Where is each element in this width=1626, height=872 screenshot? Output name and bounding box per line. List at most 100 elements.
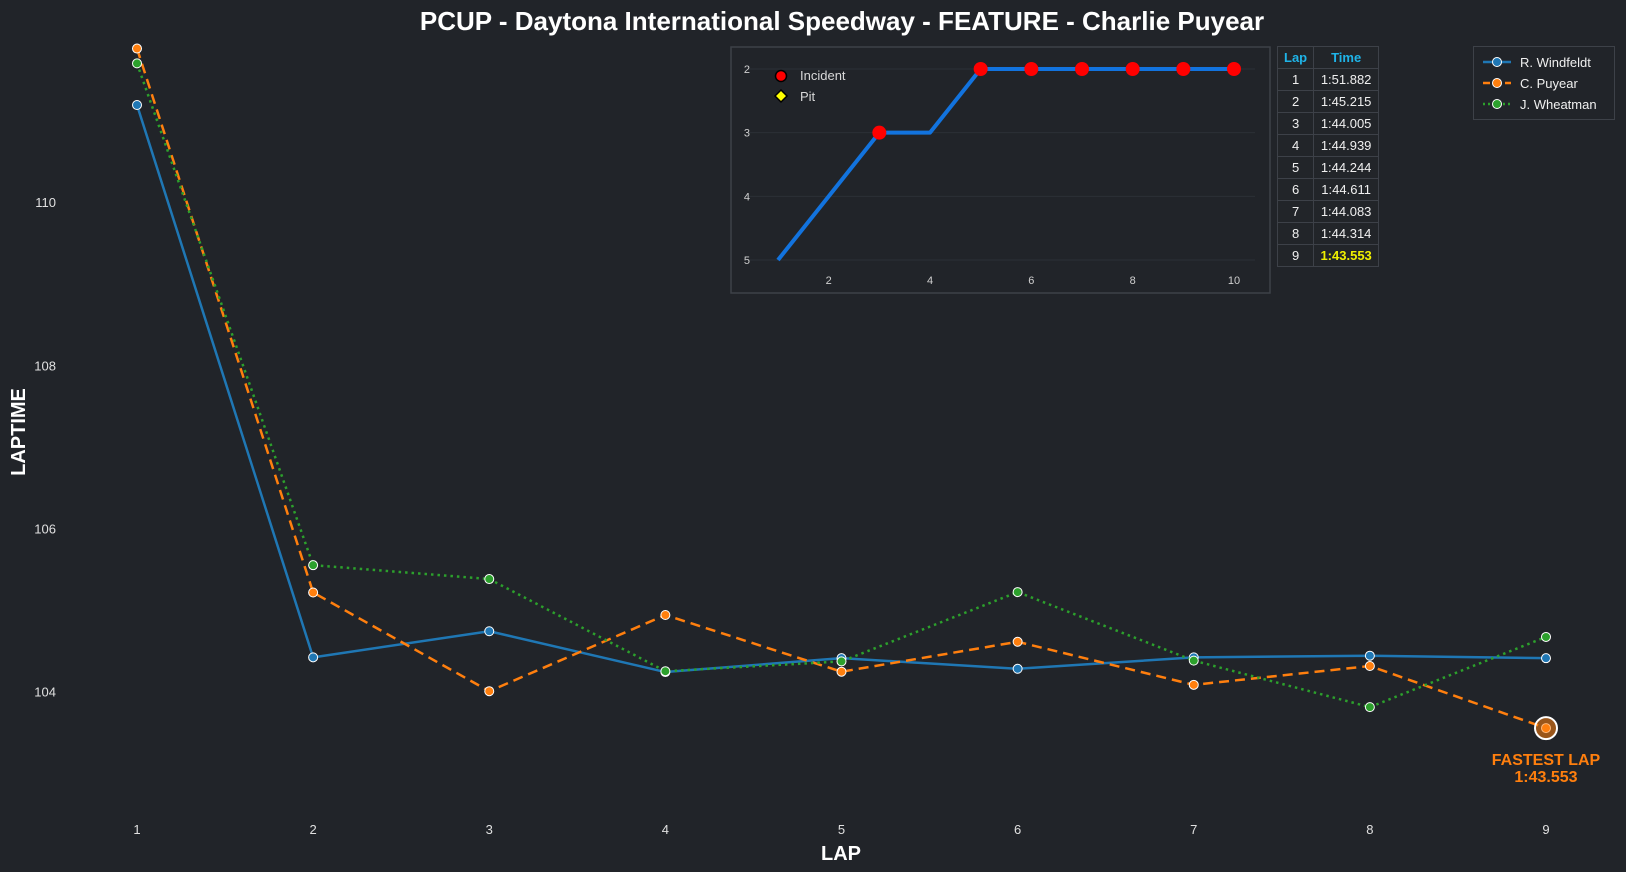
inset-y-tick: 3 [744,128,750,140]
table-row: 7 1:44.083 [1276,200,1380,223]
lap-column-header: Lap [1276,46,1315,69]
inset-legend: Incident Pit [773,68,846,104]
data-point [1188,679,1199,690]
y-tick-labels: 104 106 108 110 [34,195,56,700]
fastest-lap-label: FASTEST LAP [1492,752,1601,769]
data-point [1541,631,1551,642]
position-inset-chart: 2 4 6 8 10 2 3 4 5 Incident Pit [730,46,1271,294]
lap-number-cell: 3 [1276,112,1315,135]
lap-time-cell: 1:43.553 [1313,244,1380,267]
inset-y-tick-labels: 2 3 4 5 [744,64,750,267]
y-tick-label: 110 [35,195,56,210]
x-tick-labels: 1 2 3 4 5 6 7 8 9 [133,822,1549,837]
data-point [1364,702,1375,713]
data-point [1541,653,1551,664]
lap-number-cell: 4 [1276,134,1315,157]
table-row: 8 1:44.314 [1276,222,1380,245]
data-point [660,666,671,677]
x-tick-label: 3 [486,822,493,837]
inset-y-tick: 5 [744,255,750,267]
table-row: 2 1:45.215 [1276,90,1380,113]
lap-number-cell: 8 [1276,222,1315,245]
fastest-lap-time: 1:43.553 [1514,769,1577,786]
legend-swatch [1483,78,1511,88]
data-point [1364,650,1375,661]
table-row: 1 1:51.882 [1276,68,1380,91]
x-tick-label: 2 [310,822,317,837]
lap-number-cell: 7 [1276,200,1315,223]
legend-swatch [1483,57,1511,67]
lap-number-cell: 1 [1276,68,1315,91]
legend-label: J. Wheatman [1520,96,1597,112]
position-polyline [776,67,1234,262]
incident-marker [973,62,988,76]
data-point [132,58,142,69]
inset-frame [730,46,1271,294]
legend-label: C. Puyear [1520,75,1578,91]
data-point [484,626,495,637]
lap-time-cell: 1:44.005 [1313,112,1380,135]
data-point [484,574,495,585]
time-column-header: Time [1313,46,1380,69]
legend-swatch-marker [1492,78,1502,88]
inset-y-tick: 2 [744,64,750,76]
incident-markers [872,62,1241,140]
legend-entry: J. Wheatman [1482,95,1597,113]
data-point [1364,661,1375,672]
chart-title: PCUP - Daytona International Speedway - … [420,6,1264,36]
incident-marker [872,125,887,140]
x-tick-label: 7 [1190,822,1197,837]
lap-time-table: Lap Time 1 1:51.882 2 1:45.215 3 1:44.005 4 1:4… [1276,46,1380,267]
series-2 [132,43,1551,734]
lap-time-cell: 1:51.882 [1313,68,1380,91]
incident-legend-icon [774,69,788,83]
table-row: 5 1:44.244 [1276,156,1380,179]
pit-legend-label: Pit [800,89,816,104]
incident-marker [1125,62,1140,76]
data-point [132,43,142,54]
table-header-row: Lap Time [1276,46,1380,69]
legend-entry: R. Windfeldt [1482,53,1591,71]
fastest-lap-annotation: FASTEST LAP 1:43.553 [1492,716,1601,786]
incident-legend-label: Incident [800,68,846,83]
inset-x-tick: 8 [1130,275,1136,287]
x-tick-label: 4 [662,822,669,837]
data-point [1188,655,1199,666]
position-line [776,67,1234,262]
table-row: 6 1:44.611 [1276,178,1380,201]
inset-x-tick-labels: 2 4 6 8 10 [826,275,1241,287]
lap-time-cell: 1:44.611 [1313,178,1380,201]
x-tick-label: 5 [838,822,845,837]
lap-time-cell: 1:45.215 [1313,90,1380,113]
legend-entry: C. Puyear [1482,74,1578,92]
fastest-lap-marker [1534,716,1558,741]
data-point [132,100,142,111]
inset-y-tick: 4 [744,191,750,203]
lap-table-body: 1 1:51.882 2 1:45.215 3 1:44.005 4 1:44.939 5 1:4… [1276,68,1380,267]
x-tick-label: 1 [133,822,140,837]
y-tick-label: 108 [34,358,56,373]
x-tick-label: 9 [1542,822,1549,837]
y-tick-label: 106 [34,521,56,536]
inset-x-tick: 10 [1228,275,1240,287]
y-axis-label: LAPTIME [8,388,30,476]
x-tick-label: 8 [1366,822,1373,837]
legend-swatch-marker [1492,99,1502,109]
lap-number-cell: 6 [1276,178,1315,201]
data-point [1012,587,1023,598]
x-axis-label: LAP [821,843,861,865]
data-point [1012,663,1023,674]
chart-legend: R. Windfeldt C. Puyear J. Wheatman [1473,46,1615,120]
data-point [308,587,319,598]
lap-time-cell: 1:44.939 [1313,134,1380,157]
pit-legend-icon [773,88,789,104]
lap-number-cell: 5 [1276,156,1315,179]
table-row: 9 1:43.553 [1276,244,1380,267]
legend-label: R. Windfeldt [1520,54,1591,70]
incident-marker [1227,62,1241,76]
legend-swatch [1483,99,1511,109]
lap-number-cell: 2 [1276,90,1315,113]
lap-time-cell: 1:44.083 [1313,200,1380,223]
data-point [308,652,319,663]
